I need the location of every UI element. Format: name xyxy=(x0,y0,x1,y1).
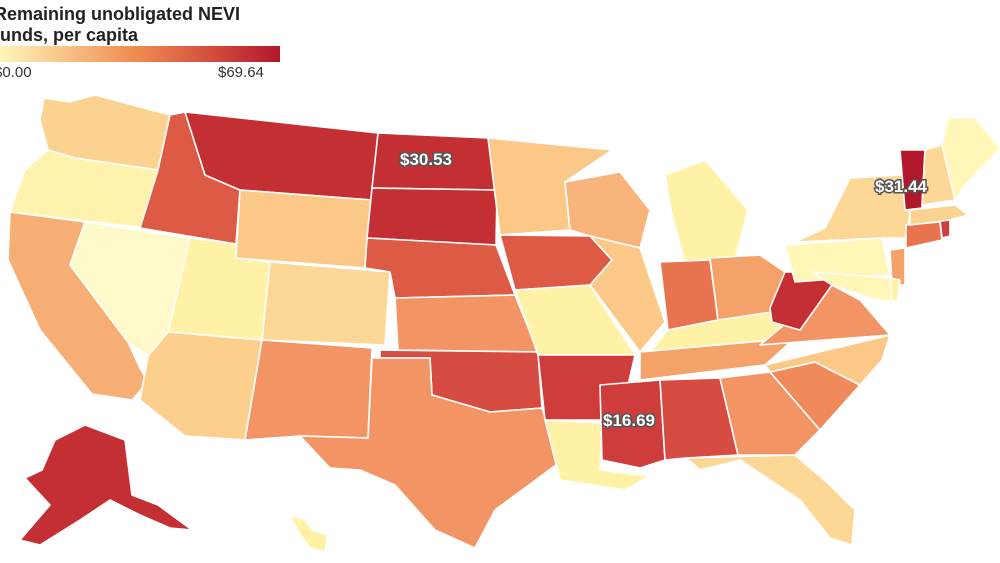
state-TX[interactable] xyxy=(299,357,561,549)
states-layer xyxy=(7,94,1000,553)
legend: Remaining unobligated NEVI funds, per ca… xyxy=(0,0,290,90)
legend-title: Remaining unobligated NEVI funds, per ca… xyxy=(0,4,241,45)
state-MS[interactable] xyxy=(599,379,666,469)
state-NJ[interactable] xyxy=(889,247,906,286)
state-SD[interactable] xyxy=(366,187,498,246)
callouts-layer: $30.53 $31.44 $16.69 xyxy=(399,149,930,432)
callout-vt: $31.44 xyxy=(875,177,928,196)
state-MI[interactable] xyxy=(664,159,749,263)
state-ME[interactable] xyxy=(941,117,1000,201)
state-RI[interactable] xyxy=(939,219,951,239)
state-IN[interactable] xyxy=(659,259,719,331)
state-VT[interactable] xyxy=(899,149,926,211)
state-MA[interactable] xyxy=(909,204,969,226)
legend-min-label: $0.00 xyxy=(0,64,32,81)
state-DE[interactable] xyxy=(889,277,901,303)
legend-max-label: $69.64 xyxy=(218,64,264,81)
state-WY[interactable] xyxy=(235,189,373,269)
state-CT[interactable] xyxy=(905,221,943,249)
state-AZ[interactable] xyxy=(139,331,263,441)
state-FL[interactable] xyxy=(685,454,856,546)
state-PA[interactable] xyxy=(784,237,891,283)
state-GA[interactable] xyxy=(719,371,821,456)
callout-ms: $16.69 xyxy=(603,411,655,430)
state-AK[interactable] xyxy=(19,424,193,546)
legend-color-scale xyxy=(0,46,280,62)
state-NM[interactable] xyxy=(244,339,373,441)
state-CO[interactable] xyxy=(261,261,391,346)
state-MD[interactable] xyxy=(811,271,893,303)
state-KS[interactable] xyxy=(394,294,539,353)
callout-nd: $30.53 xyxy=(400,150,452,169)
state-HI[interactable] xyxy=(289,514,329,553)
